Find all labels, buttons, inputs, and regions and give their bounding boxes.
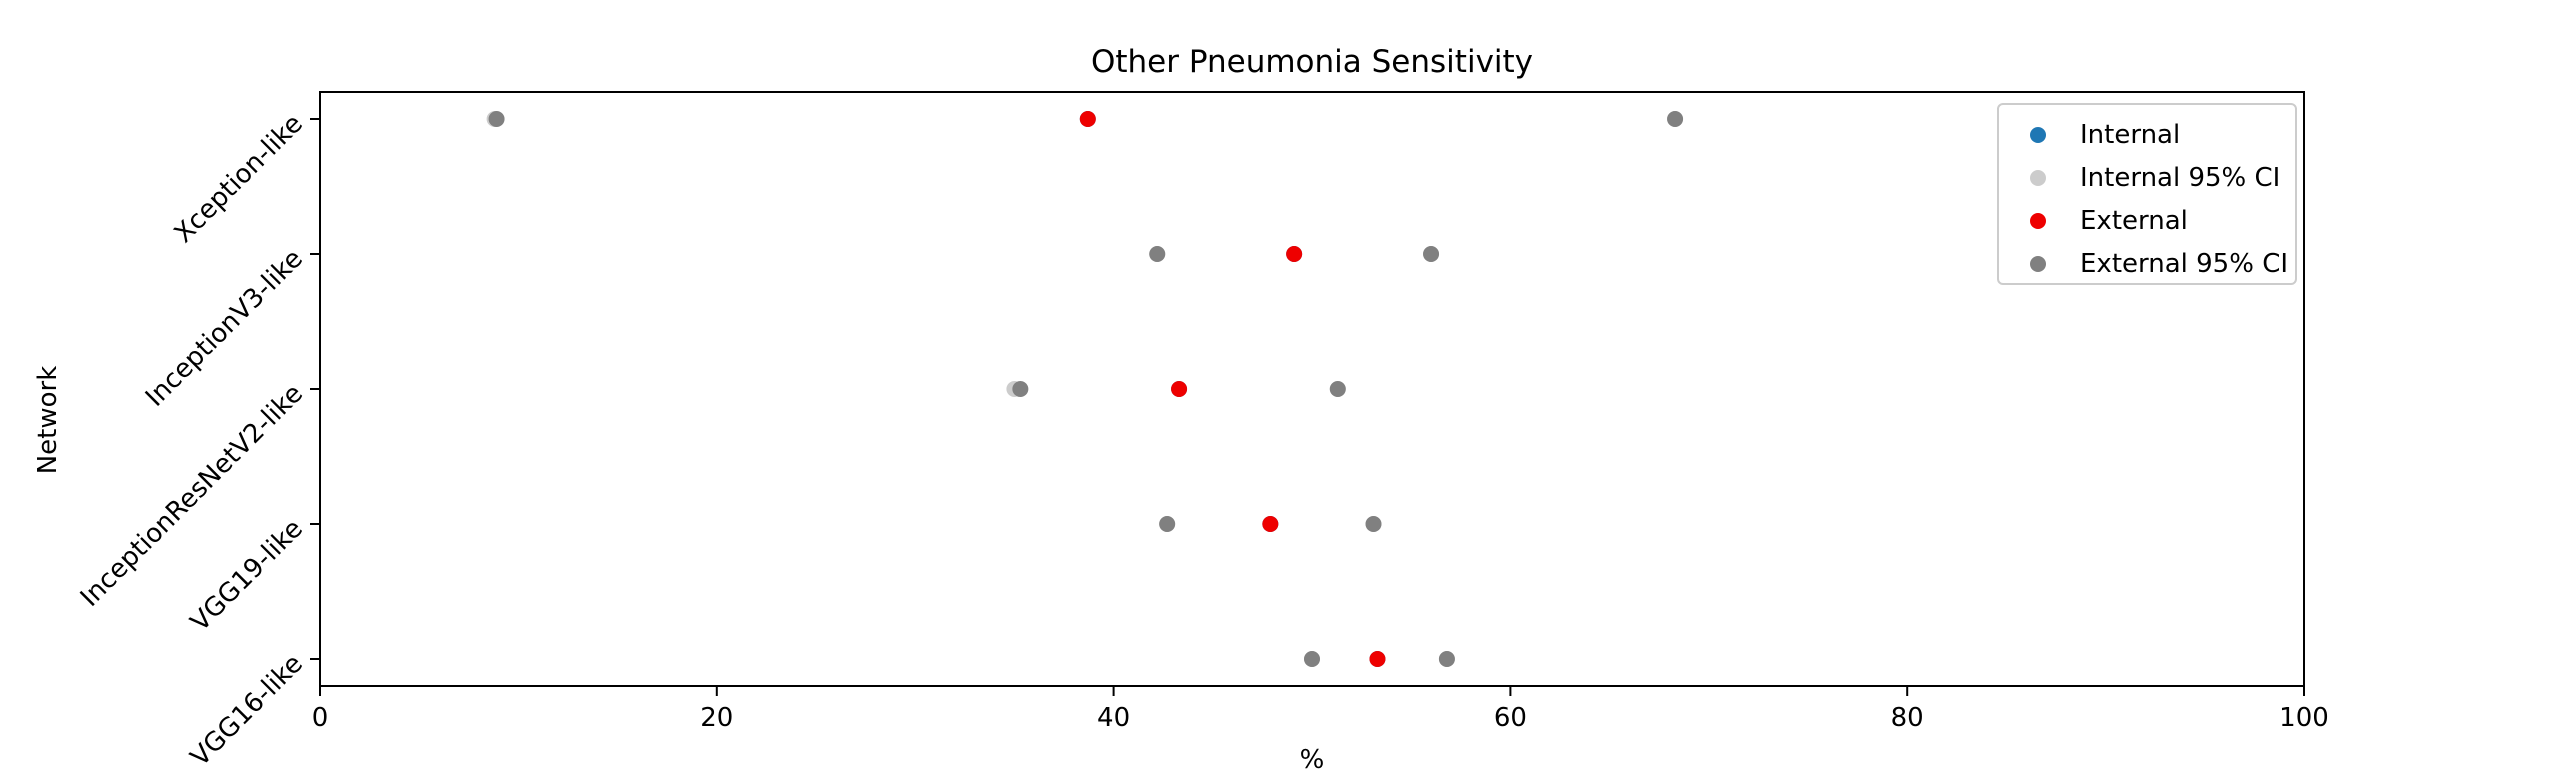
legend-label-2: External (2080, 206, 2188, 236)
data-point-series-3 (1438, 651, 1455, 667)
legend-label-3: External 95% CI (2080, 249, 2288, 279)
data-point-series-2 (1369, 651, 1386, 667)
data-point-series-2 (1079, 111, 1096, 127)
data-point-series-2 (1171, 381, 1188, 397)
y-tick-label: Xception-like (169, 109, 309, 249)
data-point-series-3 (1329, 381, 1346, 397)
data-point-series-3 (1304, 651, 1320, 667)
data-point-series-3 (1012, 381, 1029, 397)
legend-marker-2 (2030, 213, 2046, 229)
legend-label-1: Internal 95% CI (2080, 163, 2280, 193)
x-axis-ticks: 0 20 40 60 80 100 (312, 686, 2329, 733)
data-point-series-3 (1365, 516, 1382, 532)
data-point-series-3 (1667, 111, 1684, 127)
y-axis-label: Network (33, 366, 63, 475)
data-point-series-3 (1423, 246, 1440, 262)
chart-title: Other Pneumonia Sensitivity (1091, 44, 1533, 80)
x-axis-label: % (1300, 745, 1325, 770)
y-tick-label: VGG19-like (185, 514, 309, 638)
y-axis-ticks: Xception-likeInceptionV3-likeInceptionRe… (75, 109, 320, 770)
legend-marker-0 (2030, 127, 2046, 143)
x-tick-label: 60 (1494, 703, 1527, 733)
data-point-series-3 (1149, 246, 1166, 262)
data-point-series-3 (1159, 516, 1176, 532)
data-point-series-2 (1286, 246, 1303, 262)
legend-marker-1 (2030, 170, 2046, 186)
y-tick-label: InceptionResNetV2-like (75, 379, 309, 613)
x-tick-label: 80 (1891, 703, 1924, 733)
x-tick-label: 20 (700, 703, 733, 733)
data-point-series-3 (488, 111, 505, 127)
legend-box (1997, 103, 2297, 285)
x-tick-label: 40 (1097, 703, 1130, 733)
data-point-series-2 (1262, 516, 1279, 532)
legend-label-0: Internal (2080, 120, 2180, 150)
x-tick-label: 100 (2279, 703, 2329, 733)
x-tick-label: 0 (312, 703, 329, 733)
y-tick-label: VGG16-like (185, 649, 309, 770)
legend: Internal Internal 95% CI External External … (1997, 103, 2297, 285)
plot-marks (486, 111, 1684, 667)
legend-marker-3 (2030, 256, 2046, 272)
